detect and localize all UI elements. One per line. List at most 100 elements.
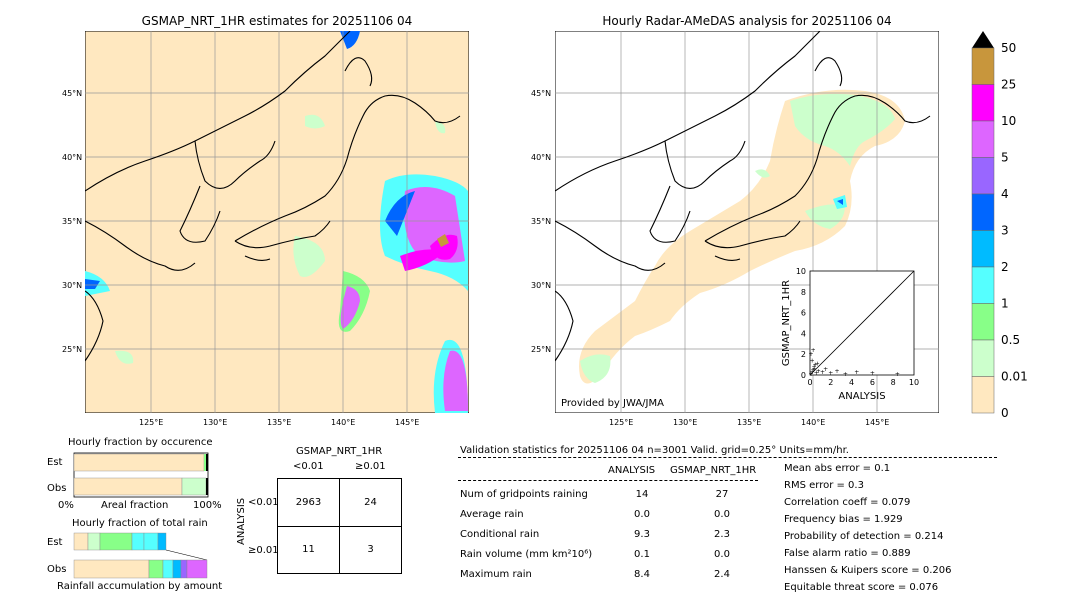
scatter-point: + xyxy=(854,369,859,376)
scatter-diagonal xyxy=(809,270,915,376)
validation-col-analysis: ANALYSIS xyxy=(608,465,656,476)
occurrence-axis-right: 100% xyxy=(193,500,222,511)
left-coastline xyxy=(84,30,461,362)
scatter-x-tick: 4 xyxy=(849,378,854,387)
right-lon-label-130: 130°E xyxy=(673,418,698,427)
colorbar-swatch xyxy=(971,47,995,85)
stat-row-gsmap: 0.0 xyxy=(714,549,730,560)
stat-row-gsmap: 0.0 xyxy=(714,509,730,520)
right-lon-label-145: 145°E xyxy=(865,418,890,427)
scatter-inset: + + + + + + + + + + + + + + + + + + + + 0 2 4 6 8 10 0 2 4 6 8 10 ANA… xyxy=(780,262,920,402)
scatter-point: + xyxy=(828,370,833,377)
colorbar-label: 50 xyxy=(1001,41,1016,55)
stat-row-label: Maximum rain xyxy=(460,569,532,580)
scatter-point: + xyxy=(815,361,820,368)
scatter-point: + xyxy=(820,369,825,376)
validation-table-divider xyxy=(458,480,758,481)
occurrence-axis-left: 0% xyxy=(58,500,74,511)
occurrence-obs-bar-wet xyxy=(181,477,207,496)
contingency-cell-miss: 11 xyxy=(302,544,315,555)
radar-credit: Provided by JWA/JMA xyxy=(561,398,664,409)
colorbar-label: 3 xyxy=(1001,224,1009,238)
score-correlation: Correlation coeff = 0.079 xyxy=(784,497,911,508)
stat-row-analysis: 0.0 xyxy=(634,509,650,520)
score-pod: Probability of detection = 0.214 xyxy=(784,531,944,542)
scatter-y-label: GSMAP_NRT_1HR xyxy=(781,280,792,366)
colorbar-label: 0 xyxy=(1001,406,1009,420)
occurrence-est-bar-wet xyxy=(204,454,206,471)
colorbar-label: 25 xyxy=(1001,78,1016,92)
scatter-points: ++++++++ +++++ + + + + +++ xyxy=(809,347,900,378)
colorbar-extend-arrow xyxy=(972,31,994,48)
scatter-point: + xyxy=(823,366,828,373)
left-rain-field xyxy=(85,31,468,413)
stat-row-gsmap: 2.4 xyxy=(714,569,730,580)
total-rain-obs-label: Obs xyxy=(47,564,67,575)
stat-row-label: Num of gridpoints raining xyxy=(460,489,588,500)
scatter-point: + xyxy=(843,371,848,378)
colorbar-label: 0.01 xyxy=(1001,370,1028,384)
scatter-x-tick: 0 xyxy=(807,378,812,387)
right-coastline xyxy=(554,30,931,362)
scatter-point: + xyxy=(809,371,814,378)
validation-col-gsmap: GSMAP_NRT_1HR xyxy=(670,465,757,476)
scatter-point: + xyxy=(813,362,818,369)
scatter-point: + xyxy=(895,371,900,378)
scatter-point: + xyxy=(810,357,815,364)
colorbar-label: 2 xyxy=(1001,260,1009,274)
scatter-point: + xyxy=(814,370,819,377)
colorbar-swatch xyxy=(971,120,995,158)
contingency-row-lt: <0.01 xyxy=(248,497,279,508)
colorbar-swatch xyxy=(971,303,995,341)
scatter-point: + xyxy=(816,368,821,375)
colorbar-swatch xyxy=(971,84,995,122)
left-lat-label-30: 30°N xyxy=(62,281,83,290)
left-lon-label-140: 140°E xyxy=(331,418,356,427)
scatter-point: + xyxy=(811,347,816,354)
occurrence-chart xyxy=(73,452,209,498)
right-lon-label-140: 140°E xyxy=(801,418,826,427)
total-rain-est-label: Est xyxy=(47,537,63,548)
contingency-col-ge: ≥0.01 xyxy=(355,461,386,472)
stat-row-gsmap: 27 xyxy=(715,489,729,500)
left-lon-label-135: 135°E xyxy=(267,418,292,427)
contingency-table: 2963 24 11 3 xyxy=(277,478,402,574)
score-frequency-bias: Frequency bias = 1.929 xyxy=(784,514,903,525)
total-rain-axis-label: Rainfall accumulation by amount xyxy=(57,581,223,592)
scatter-x-ticks: 0 2 4 6 8 10 xyxy=(807,378,919,387)
occurrence-obs-bar-edge xyxy=(206,478,208,495)
left-lon-label-145: 145°E xyxy=(395,418,420,427)
colorbar: 50 25 10 5 4 3 2 1 0.5 0.01 0 xyxy=(960,28,1080,420)
scatter-point: + xyxy=(835,368,840,375)
scatter-canvas: ++++++++ +++++ + + + + +++ 0 2 4 6 8 10 0 2 4 6 8 10 ANA… xyxy=(781,267,919,402)
stat-row-analysis: 0.1 xyxy=(634,549,650,560)
scatter-point: + xyxy=(810,369,815,376)
colorbar-canvas: 50 25 10 5 4 3 2 1 0.5 0.01 0 xyxy=(971,31,1028,420)
scatter-x-tick: 8 xyxy=(891,378,896,387)
occurrence-est-bar-dry xyxy=(73,453,205,472)
total-rain-chart xyxy=(73,532,209,580)
left-map xyxy=(84,30,470,414)
total-rain-title: Hourly fraction of total rain xyxy=(72,518,208,529)
scatter-y-tick: 8 xyxy=(801,288,806,297)
scatter-y-ticks: 0 2 4 6 8 10 xyxy=(796,267,806,380)
scatter-point: + xyxy=(870,370,875,377)
right-lat-label-30: 30°N xyxy=(531,281,552,290)
occurrence-axis-mid: Areal fraction xyxy=(101,500,169,511)
contingency-col-title: GSMAP_NRT_1HR xyxy=(296,446,383,457)
left-map-canvas xyxy=(84,30,470,414)
contingency-row-title: ANALYSIS xyxy=(236,497,247,545)
left-lat-label-25: 25°N xyxy=(62,345,83,354)
colorbar-swatch xyxy=(971,266,995,304)
contingency-col-lt: <0.01 xyxy=(293,461,324,472)
colorbar-swatch xyxy=(971,376,995,414)
stat-row-analysis: 14 xyxy=(635,489,649,500)
left-lon-label-130: 130°E xyxy=(203,418,228,427)
colorbar-label: 4 xyxy=(1001,187,1009,201)
occurrence-est-bar-edge xyxy=(206,454,208,471)
stat-row-label: Rain volume (mm km²10⁶) xyxy=(460,549,593,560)
left-map-title: GSMAP_NRT_1HR estimates for 20251106 04 xyxy=(141,14,413,28)
colorbar-swatch xyxy=(971,230,995,268)
stat-row-analysis: 9.3 xyxy=(634,529,650,540)
scatter-y-tick: 6 xyxy=(801,309,806,318)
